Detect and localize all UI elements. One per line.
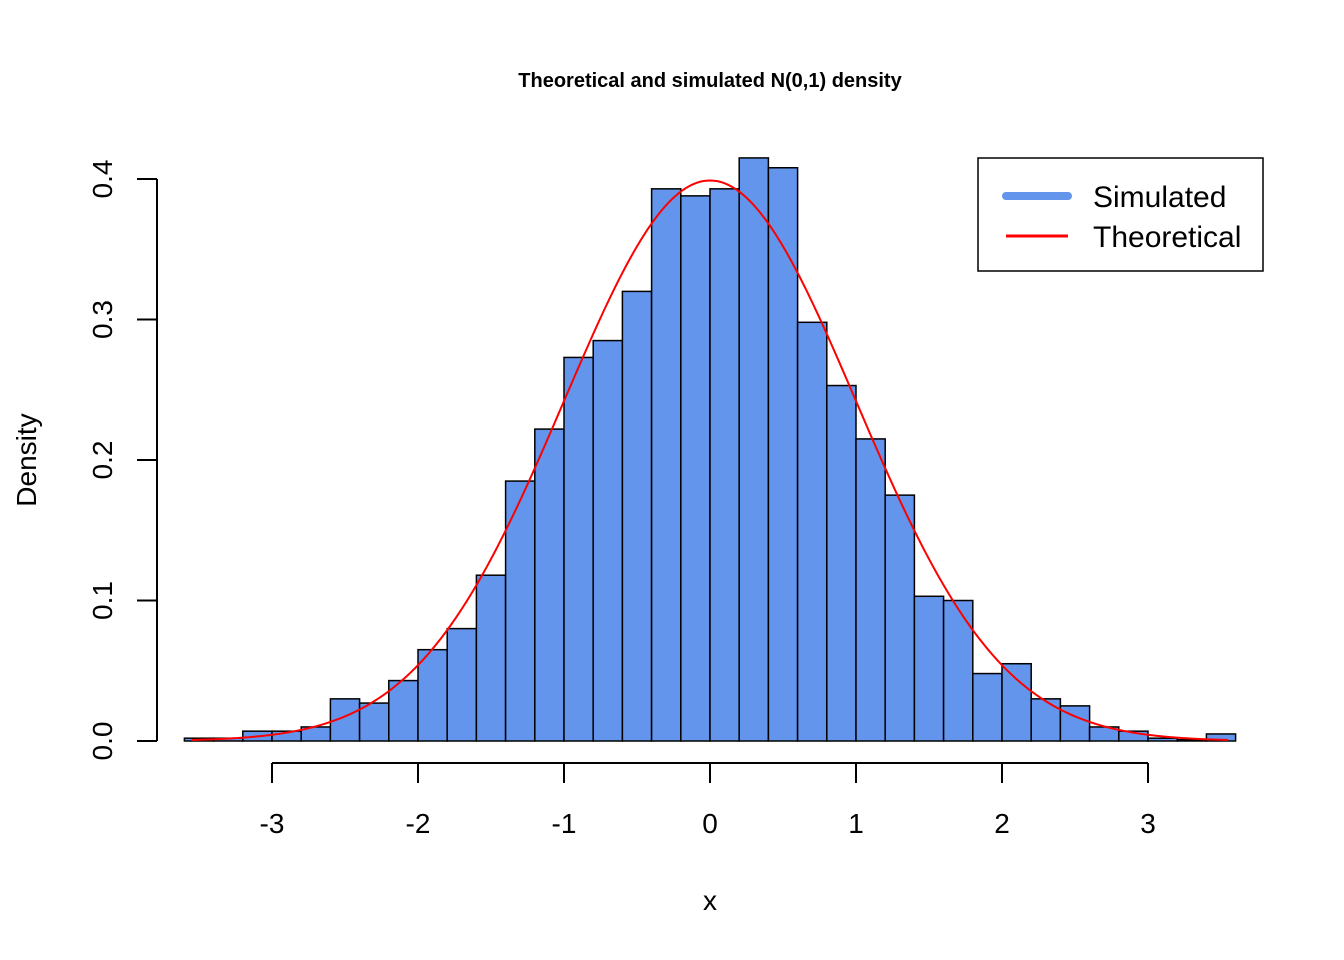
- histogram-bar: [1147, 737, 1178, 742]
- histogram-bar: [592, 339, 624, 742]
- histogram-bar: [855, 438, 886, 742]
- y-tick-label: 0.1: [87, 581, 118, 620]
- chart-title: Theoretical and simulated N(0,1) density: [518, 70, 902, 92]
- histogram-bar: [767, 167, 799, 742]
- x-tick-label: -1: [552, 808, 577, 839]
- histogram-bar: [475, 574, 507, 742]
- histogram-bar: [680, 195, 711, 742]
- histogram-bars: [183, 157, 1237, 742]
- y-tick-label: 0.4: [87, 160, 118, 199]
- histogram-bar: [417, 648, 448, 742]
- histogram-bar: [534, 428, 565, 742]
- histogram-bar: [709, 188, 740, 742]
- x-axis: -3 -2 -1 0 1 2 3: [260, 762, 1156, 839]
- x-tick-label: -3: [260, 808, 285, 839]
- histogram-bar: [446, 627, 478, 742]
- histogram-bar: [942, 599, 974, 742]
- legend-box: [977, 157, 1264, 272]
- histogram-bar: [738, 157, 770, 742]
- y-axis-label: Density: [11, 413, 42, 506]
- histogram-bar: [884, 494, 916, 742]
- legend-label-theoretical: Theoretical: [1093, 221, 1241, 254]
- x-tick-label: 0: [702, 808, 718, 839]
- histogram-bar: [796, 321, 828, 742]
- histogram-bar: [1118, 730, 1149, 742]
- histogram-bar: [826, 384, 857, 742]
- histogram-bar: [358, 702, 390, 742]
- y-tick-label: 0.2: [87, 441, 118, 480]
- histogram-bar: [1001, 662, 1032, 742]
- histogram-bar: [972, 672, 1003, 742]
- histogram-bar: [504, 480, 536, 742]
- x-tick-label: 2: [994, 808, 1010, 839]
- histogram-bar: [563, 356, 594, 742]
- y-tick-label: 0.3: [87, 300, 118, 339]
- y-tick-label: 0.0: [87, 722, 118, 761]
- theoretical-density-curve: [191, 179, 1229, 741]
- histogram-bar: [650, 188, 682, 742]
- legend: Simulated Theoretical: [977, 157, 1264, 272]
- histogram-bar: [388, 679, 419, 742]
- x-tick-label: 3: [1140, 808, 1156, 839]
- histogram-bar: [1030, 698, 1062, 742]
- x-axis-label: x: [703, 885, 717, 916]
- histogram-bar: [913, 595, 945, 742]
- legend-label-simulated: Simulated: [1093, 181, 1226, 214]
- y-axis: 0.0 0.1 0.2 0.3 0.4: [87, 160, 158, 761]
- histogram-bar: [1205, 733, 1237, 742]
- histogram-bar: [621, 290, 653, 742]
- x-tick-label: 1: [848, 808, 864, 839]
- x-tick-label: -2: [406, 808, 431, 839]
